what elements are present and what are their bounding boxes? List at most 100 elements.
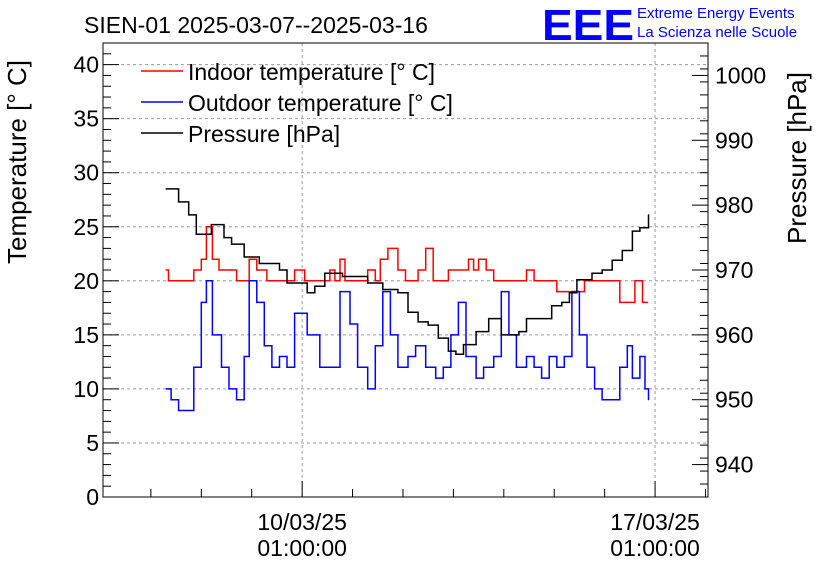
data-point	[296, 282, 298, 284]
y-tick-label: 10	[73, 376, 99, 402]
data-point	[195, 233, 197, 235]
data-point	[629, 301, 631, 304]
series-line-outdoor	[166, 280, 650, 412]
data-point	[200, 258, 202, 260]
data-point	[457, 301, 460, 304]
data-point	[351, 280, 354, 282]
x-tick-time: 01:00:00	[257, 535, 347, 561]
data-point	[462, 343, 465, 346]
data-point	[417, 269, 419, 271]
data-point	[165, 188, 167, 190]
data-point	[379, 258, 381, 260]
data-point	[556, 291, 558, 293]
data-point	[440, 280, 442, 282]
series-line-pressure	[166, 188, 650, 356]
data-point	[583, 279, 586, 281]
legend-label-pressure: Pressure [hPa]	[188, 121, 340, 147]
y2-axis-label: Pressure [hPa]	[782, 72, 812, 244]
data-point	[397, 292, 399, 294]
data-point	[578, 334, 581, 336]
chart-title: SIEN-01 2025-03-07--2025-03-16	[84, 12, 428, 38]
data-point	[236, 280, 238, 282]
y2-tick-label: 980	[715, 192, 753, 218]
data-point	[200, 301, 202, 304]
data-point	[167, 280, 170, 282]
y-tick-label: 30	[73, 160, 99, 186]
data-point	[447, 350, 449, 352]
data-point	[293, 269, 296, 271]
data-point	[329, 269, 331, 271]
data-point	[256, 301, 258, 304]
data-point	[409, 280, 412, 282]
data-point	[293, 312, 296, 314]
data-point	[357, 366, 359, 368]
data-point	[427, 324, 429, 326]
legend-label-indoor: Indoor temperature [° C]	[188, 59, 435, 85]
data-point	[243, 355, 245, 358]
eee-logo-caption: Extreme Energy Events La Scienza nelle S…	[637, 4, 797, 42]
data-point	[619, 301, 621, 304]
data-point	[591, 272, 593, 274]
eee-logo-line2: La Scienza nelle Scuole	[637, 24, 798, 41]
legend: Indoor temperature [° C] Outdoor tempera…	[141, 59, 453, 147]
data-point	[319, 366, 321, 368]
data-point	[647, 214, 650, 216]
data-point	[548, 355, 550, 358]
y2-tick-label: 940	[715, 452, 753, 478]
y-tick-label: 20	[73, 268, 99, 294]
y-tick-label: 25	[73, 214, 99, 240]
data-point	[639, 355, 641, 358]
data-point	[583, 280, 586, 282]
data-point	[397, 366, 399, 368]
data-point	[165, 269, 167, 271]
data-point	[518, 331, 520, 333]
data-point	[314, 285, 316, 287]
data-point	[218, 269, 220, 271]
data-point	[205, 226, 207, 228]
data-point	[483, 366, 485, 368]
data-point	[334, 280, 336, 282]
data-point	[533, 366, 535, 368]
data-point	[263, 345, 265, 347]
x-tick-date: 10/03/25	[257, 509, 347, 535]
data-point	[220, 366, 223, 368]
data-point	[455, 353, 457, 355]
data-point	[344, 280, 346, 282]
data-point	[278, 355, 281, 358]
data-point	[639, 227, 641, 229]
data-point	[425, 366, 427, 368]
data-point	[414, 345, 417, 347]
data-point	[374, 345, 376, 347]
data-point	[271, 366, 273, 368]
data-point	[525, 269, 528, 271]
data-point	[593, 388, 596, 390]
data-point	[647, 399, 650, 401]
data-point	[447, 269, 449, 271]
data-point	[563, 291, 565, 293]
data-point	[500, 291, 502, 293]
data-point	[324, 272, 326, 274]
data-point	[367, 269, 369, 271]
axes: 0 5 10 15 20 25 30 35 40 940 950 960 970 980 990 1000 10…	[73, 42, 766, 561]
data-point	[568, 292, 570, 294]
y-tick-label: 0	[86, 484, 99, 510]
data-point	[510, 334, 512, 336]
data-point	[646, 301, 649, 304]
data-point	[641, 301, 644, 304]
data-point	[203, 233, 205, 235]
data-point	[551, 305, 553, 307]
data-point	[485, 269, 487, 271]
data-point	[493, 355, 495, 358]
data-point	[256, 269, 258, 271]
data-point	[563, 355, 565, 358]
data-point	[266, 280, 268, 282]
data-point	[518, 280, 520, 282]
data-point	[472, 269, 475, 271]
y2-tick-label: 960	[715, 322, 753, 348]
data-point	[634, 280, 636, 282]
data-point	[475, 331, 477, 333]
data-point	[619, 366, 621, 368]
data-point	[210, 224, 212, 226]
data-point	[538, 318, 540, 320]
data-point	[278, 269, 281, 271]
